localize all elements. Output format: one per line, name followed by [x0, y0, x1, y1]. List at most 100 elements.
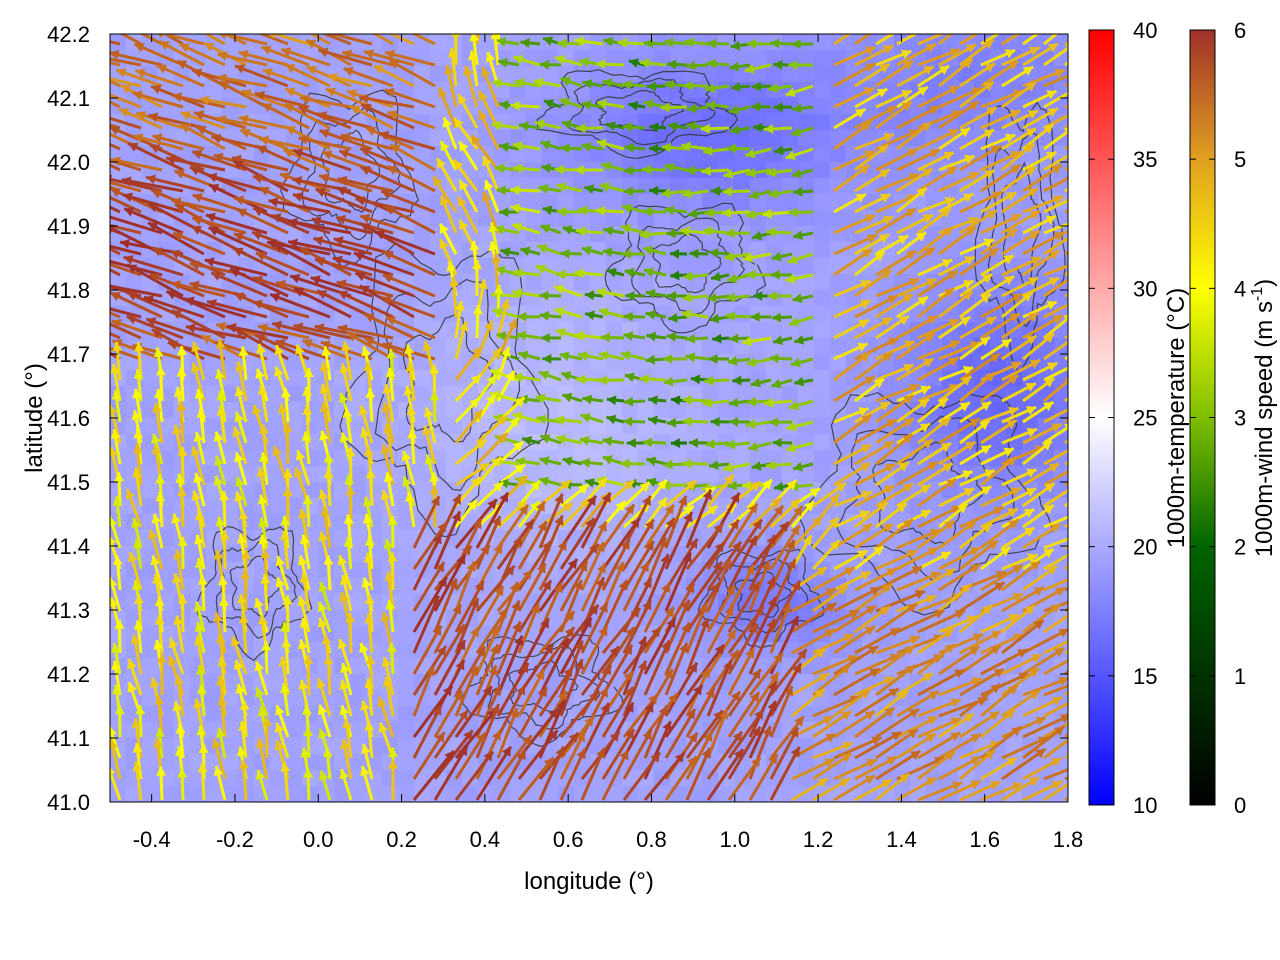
wind-vector-head	[950, 48, 961, 58]
wind-vector-head	[486, 394, 496, 405]
heatmap-cell	[718, 130, 735, 147]
wind-vector	[254, 91, 310, 109]
wind-vector	[252, 300, 310, 319]
heatmap-cell	[862, 386, 879, 403]
wind-vector-head	[753, 122, 763, 133]
wind-vector	[310, 276, 373, 298]
heatmap-cell	[814, 402, 831, 419]
wind-vector-head	[176, 367, 187, 377]
wind-vector-head	[603, 36, 614, 47]
contour-line	[215, 538, 298, 639]
wind-vector-head	[723, 169, 734, 179]
wind-vector-head	[657, 479, 667, 490]
heatmap-cell	[846, 482, 863, 499]
wind-vector-head	[520, 38, 530, 48]
heatmap-cell	[414, 370, 431, 387]
wind-vector-head	[256, 343, 266, 354]
wind-vector-head	[171, 280, 181, 290]
heatmap-cell	[526, 290, 543, 307]
heatmap-cell	[526, 402, 543, 419]
wind-vector-head	[916, 188, 927, 198]
heatmap-cell	[1054, 210, 1068, 227]
heatmap-cell	[606, 370, 623, 387]
wind-vector-head	[858, 407, 869, 417]
wind-vector-head	[962, 365, 973, 376]
heatmap-cell	[510, 482, 527, 499]
heatmap-cell	[366, 34, 383, 51]
wind-vector-head	[360, 223, 371, 232]
wind-vector-head	[390, 22, 400, 31]
wind-vector-head	[132, 389, 142, 399]
wind-vector-head	[478, 2, 488, 12]
wind-vector-head	[209, 184, 220, 194]
wind-vector-head	[405, 362, 416, 372]
wind-vector-head	[688, 437, 698, 448]
wind-vector-head	[472, 409, 483, 421]
wind-vector-head	[1054, 68, 1065, 78]
wind-vector-head	[495, 265, 506, 276]
heatmap-cell	[830, 786, 847, 802]
heatmap-cell	[958, 738, 975, 755]
wind-vector-head	[536, 414, 547, 425]
wind-vector-head	[1069, 372, 1079, 382]
heatmap-cell	[222, 706, 239, 723]
heatmap-cell	[206, 418, 223, 435]
wind-vector-head	[288, 217, 298, 228]
wind-vector-head	[767, 291, 777, 301]
wind-vector-head	[983, 81, 994, 92]
wind-vector-head	[332, 255, 343, 266]
heatmap-cell	[222, 466, 239, 483]
heatmap-cell	[590, 226, 607, 243]
heatmap-cell	[510, 130, 527, 147]
heatmap-cell	[158, 754, 175, 771]
wind-vector-head	[753, 291, 763, 301]
wind-vector-head	[962, 470, 973, 480]
wind-vector-head	[1041, 441, 1052, 451]
wind-vector-head	[961, 376, 972, 386]
heatmap-cell	[606, 338, 623, 355]
wind-vector-head	[1008, 406, 1019, 417]
wind-vector-head	[192, 215, 203, 226]
wind-vector-head	[922, 214, 934, 224]
wind-vector-head	[496, 185, 506, 196]
wind-vector	[316, 289, 373, 319]
heatmap-cell	[606, 146, 623, 163]
wind-vector-head	[1078, 67, 1088, 76]
wind-vector	[388, 34, 415, 46]
heatmap-cell	[398, 594, 415, 611]
wind-vector-head	[539, 290, 549, 301]
heatmap-cell	[462, 786, 479, 802]
wind-vector-head	[535, 119, 545, 130]
wind-vector	[110, 40, 121, 46]
heatmap-cell	[558, 402, 575, 419]
wind-vector-head	[539, 310, 550, 321]
wind-vector	[311, 217, 373, 235]
heatmap-cell	[670, 466, 687, 483]
heatmap-cell	[494, 66, 511, 83]
wind-vector-head	[174, 169, 185, 179]
wind-vector-head	[905, 208, 916, 218]
heatmap-cell	[414, 130, 431, 147]
wind-vector-head	[459, 141, 469, 152]
heatmap-cell	[766, 450, 783, 467]
wind-vector-head	[1029, 359, 1041, 369]
heatmap-cell	[814, 66, 831, 83]
heatmap-cell	[350, 530, 367, 547]
wind-vector-head	[151, 444, 162, 455]
heatmap-cell	[814, 322, 831, 339]
wind-vector-head	[96, 88, 106, 97]
wind-vector-head	[154, 388, 164, 399]
heatmap-cell	[718, 450, 735, 467]
wind-vector-head	[361, 103, 372, 113]
wind-vector-head	[381, 402, 392, 413]
wind-vector-head	[345, 447, 356, 457]
wind-vector-head	[597, 99, 607, 109]
wind-vector-head	[429, 364, 440, 374]
wind-vector-head	[664, 205, 675, 216]
heatmap-cell	[798, 610, 815, 627]
wind-vector	[287, 240, 352, 256]
wind-vector-head	[127, 291, 138, 301]
wind-vector-head	[234, 452, 244, 463]
wind-vector-head	[1075, 258, 1085, 267]
wind-vector	[1001, 34, 1022, 46]
